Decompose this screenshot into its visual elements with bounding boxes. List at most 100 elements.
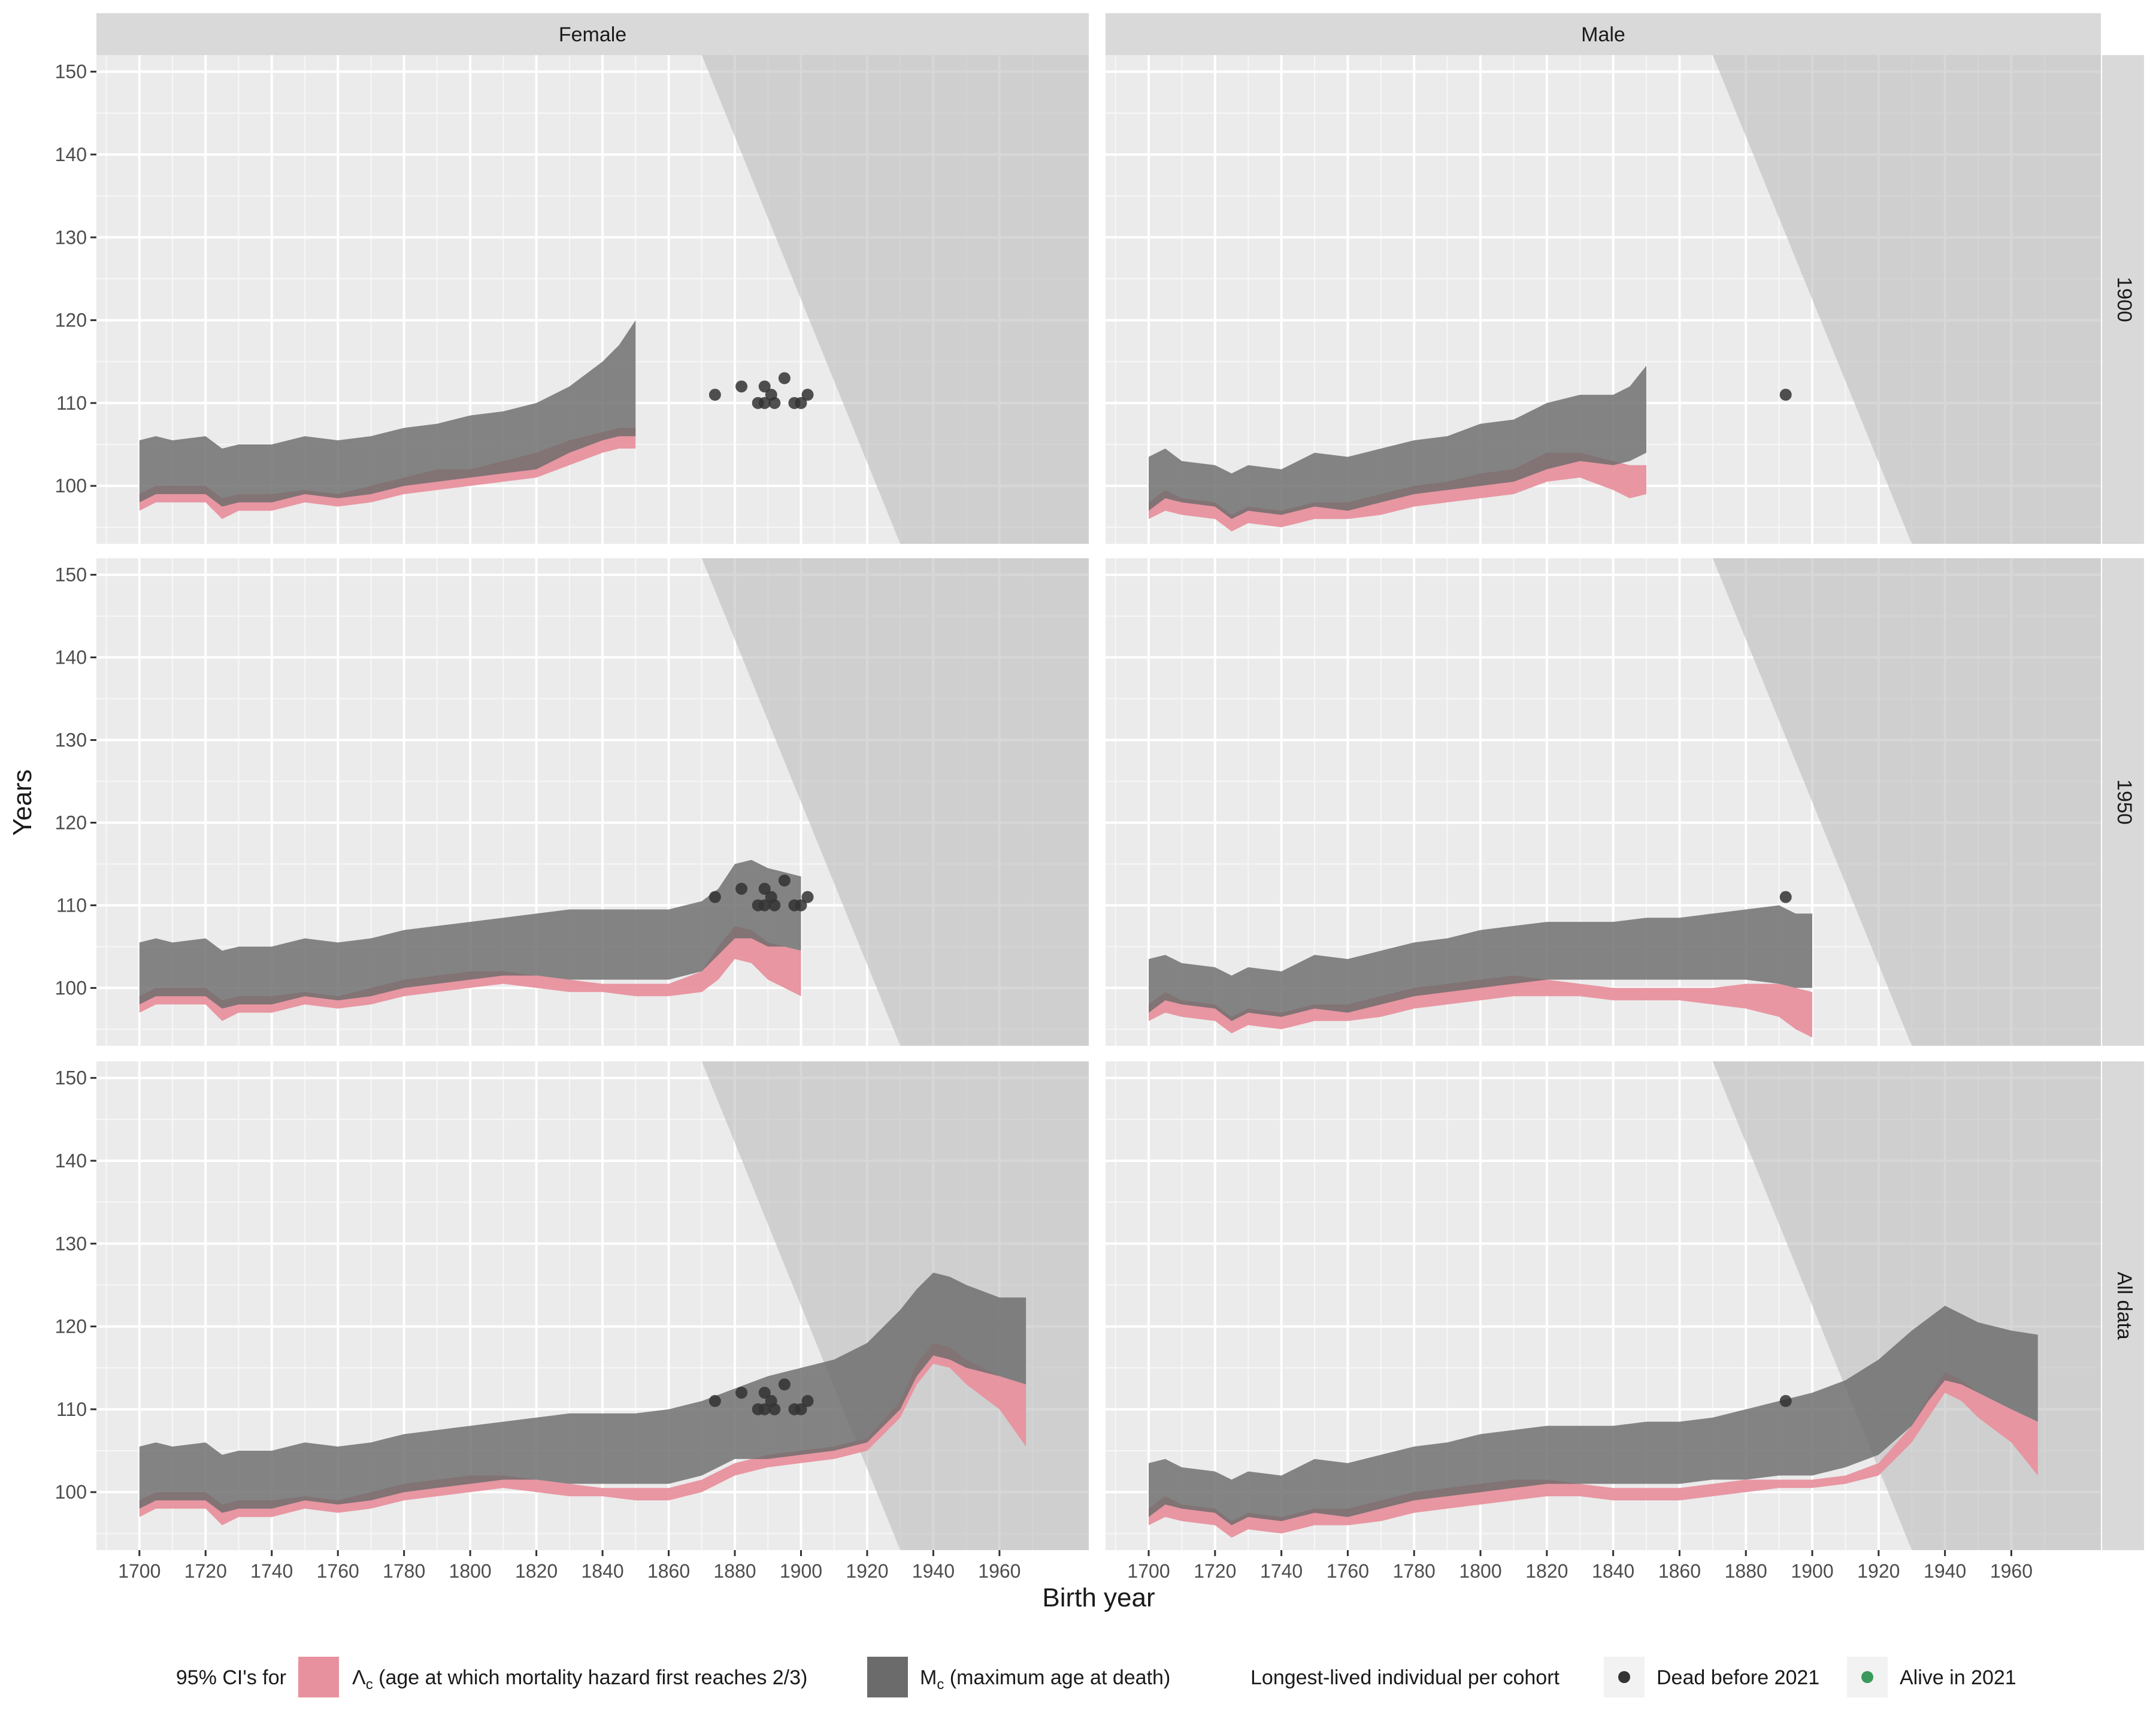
M-ci-band — [1149, 365, 1646, 519]
x-tick-label: 1860 — [1658, 1560, 1701, 1582]
x-tick-label: 1780 — [383, 1560, 425, 1582]
x-tick-label: 1840 — [581, 1560, 623, 1582]
x-tick-label: 1920 — [1857, 1560, 1900, 1582]
M-ci-band — [1149, 905, 1812, 1021]
y-tick-label: 120 — [55, 1316, 87, 1337]
longest-lived-point — [778, 372, 791, 385]
legend-label-lambda: Λc (age at which mortality hazard first … — [352, 1666, 807, 1693]
x-tick-label: 1740 — [250, 1560, 293, 1582]
y-tick-label: 140 — [55, 144, 87, 165]
legend-title-points: Longest-lived individual per cohort — [1250, 1666, 1560, 1689]
censoring-region — [1712, 55, 2101, 544]
lambda-ci-band — [1149, 975, 1812, 1038]
longest-lived-point — [708, 1395, 721, 1408]
longest-lived-point — [758, 380, 771, 393]
longest-lived-point — [795, 1403, 807, 1415]
y-tick-label: 130 — [55, 226, 87, 248]
x-tick-label: 1840 — [1592, 1560, 1634, 1582]
panel-female-all-data — [96, 1061, 1089, 1550]
longest-lived-point — [758, 397, 771, 409]
longest-lived-point — [735, 1387, 748, 1399]
M-ci-band — [139, 1272, 1026, 1513]
y-tick-label: 130 — [55, 1233, 87, 1254]
longest-lived-point — [801, 389, 814, 401]
x-tick-label: 1760 — [1327, 1560, 1369, 1582]
M-ci-band — [1149, 1306, 2038, 1526]
x-tick-label: 1900 — [780, 1560, 822, 1582]
longest-lived-point — [758, 882, 771, 895]
y-tick-label: 120 — [55, 310, 87, 331]
legend-label-M: Mc (maximum age at death) — [920, 1666, 1170, 1693]
x-tick-label: 1960 — [1990, 1560, 2033, 1582]
x-tick-label: 1940 — [1924, 1560, 1966, 1582]
y-axis-title: Years — [8, 770, 37, 836]
x-tick-label: 1740 — [1260, 1560, 1303, 1582]
panel-male-1900 — [1106, 55, 2101, 544]
x-tick-label: 1760 — [317, 1560, 359, 1582]
y-tick-label: 150 — [55, 61, 87, 83]
x-tick-label: 1880 — [713, 1560, 756, 1582]
y-tick-label: 150 — [55, 1067, 87, 1089]
legend-label-dead: Dead before 2021 — [1657, 1666, 1819, 1689]
y-tick-label: 130 — [55, 730, 87, 751]
longest-lived-point — [1779, 891, 1792, 903]
legend-title-series: 95% CI's for — [176, 1666, 286, 1689]
y-tick-label: 140 — [55, 1150, 87, 1172]
x-tick-label: 1780 — [1393, 1560, 1436, 1582]
longest-lived-point — [778, 1378, 791, 1391]
longest-lived-point — [801, 1395, 814, 1408]
longest-lived-point — [795, 397, 807, 409]
legend-label-alive: Alive in 2021 — [1900, 1666, 2016, 1689]
y-tick-label: 150 — [55, 564, 87, 586]
x-tick-label: 1900 — [1791, 1560, 1833, 1582]
longest-lived-point — [768, 397, 781, 409]
longest-lived-point — [708, 891, 721, 903]
x-tick-label: 1800 — [1459, 1560, 1501, 1582]
longest-lived-point — [758, 1387, 771, 1399]
x-tick-label: 1720 — [1194, 1560, 1236, 1582]
column-strip-label: Female — [559, 23, 626, 46]
longest-lived-point — [801, 891, 814, 903]
y-tick-label: 110 — [56, 392, 87, 414]
longest-lived-point — [1779, 389, 1792, 401]
row-strip — [2102, 1061, 2144, 1550]
longest-lived-point — [768, 1403, 781, 1415]
longest-lived-point — [735, 882, 748, 895]
panel-male-1950 — [1106, 558, 2101, 1046]
censoring-region — [701, 1061, 1089, 1550]
x-tick-label: 1700 — [118, 1560, 161, 1582]
column-strip — [1106, 13, 2101, 55]
longest-lived-point — [708, 389, 721, 401]
x-tick-label: 1940 — [912, 1560, 955, 1582]
x-tick-label: 1800 — [449, 1560, 492, 1582]
x-tick-label: 1860 — [647, 1560, 690, 1582]
censoring-region — [1712, 558, 2101, 1046]
longest-lived-point — [758, 1403, 771, 1415]
row-strip-label: 1950 — [2113, 779, 2136, 825]
longest-lived-point — [1779, 1395, 1792, 1408]
longest-lived-point — [795, 899, 807, 912]
panel-female-1900 — [96, 55, 1089, 544]
longest-lived-point — [758, 899, 771, 912]
x-tick-label: 1880 — [1725, 1560, 1767, 1582]
panel-male-all-data — [1106, 1061, 2101, 1550]
row-strip-label: All data — [2113, 1272, 2136, 1339]
column-strip-label: Male — [1581, 23, 1625, 46]
y-tick-label: 110 — [56, 1399, 87, 1420]
M-ci-band — [139, 860, 801, 1009]
row-strip — [2102, 55, 2144, 544]
longest-lived-point — [778, 874, 791, 887]
x-axis-title: Birth year — [1042, 1583, 1155, 1612]
legend-swatch-M — [867, 1657, 908, 1697]
x-tick-label: 1720 — [184, 1560, 227, 1582]
x-tick-label: 1820 — [1525, 1560, 1568, 1582]
y-tick-label: 100 — [55, 1481, 87, 1503]
y-tick-label: 140 — [55, 647, 87, 668]
legend-key-alive — [1861, 1671, 1873, 1683]
x-tick-label: 1700 — [1127, 1560, 1170, 1582]
row-strip-label: 1900 — [2113, 277, 2136, 322]
longest-lived-point — [768, 899, 781, 912]
M-ci-band — [139, 320, 636, 507]
